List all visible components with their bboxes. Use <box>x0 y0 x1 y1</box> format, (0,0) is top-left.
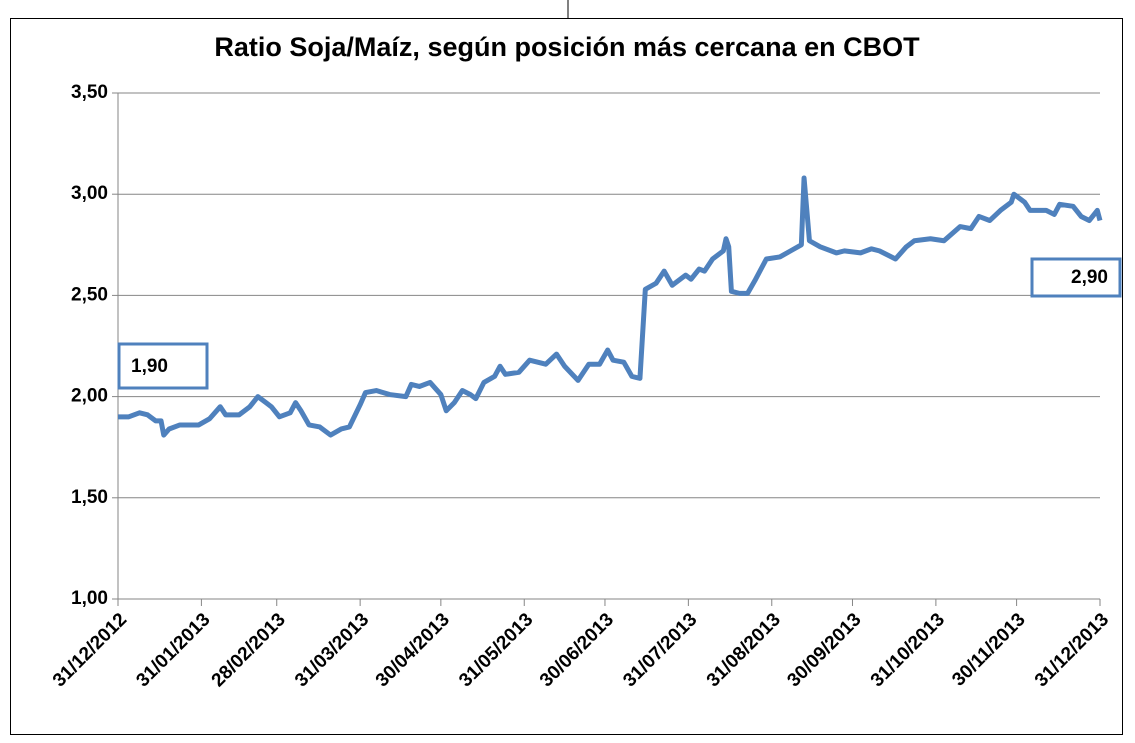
y-tick-label: 1,00 <box>71 588 108 609</box>
x-tick-label: 30/09/2013 <box>783 609 865 691</box>
x-tick-label: 31/12/2013 <box>1031 609 1113 691</box>
y-tick-label: 3,50 <box>71 82 108 103</box>
x-tick-label: 31/12/2012 <box>49 609 131 691</box>
x-tick-label: 30/11/2013 <box>948 609 1029 690</box>
y-tick-label: 2,00 <box>71 386 108 407</box>
chart-border <box>10 18 1123 735</box>
y-tick-label: 1,50 <box>71 487 108 508</box>
x-tick-label: 30/04/2013 <box>372 609 454 691</box>
x-tick-label: 28/02/2013 <box>208 609 290 691</box>
y-tick-label: 2,50 <box>71 284 108 305</box>
data-line <box>118 175 1103 438</box>
annotation: 1,90 <box>131 356 168 377</box>
x-tick-label: 31/01/2013 <box>132 609 214 691</box>
x-tick-label: 31/10/2013 <box>867 609 949 691</box>
annotation-box <box>1030 257 1122 298</box>
x-tick-label: 31/08/2013 <box>703 609 785 691</box>
plot-area: 1,00 1,50 2,00 2,50 3,00 3,50 31/12/2012 31/01/… <box>49 82 1113 691</box>
x-tick-label: 31/05/2013 <box>455 609 537 691</box>
annotation: 2,90 <box>1071 267 1108 288</box>
x-tick-label: 30/06/2013 <box>536 609 618 691</box>
y-tick-label: 3,00 <box>71 183 108 204</box>
chart-title: Ratio Soja/Maíz, según posición más cerc… <box>214 32 920 62</box>
annotation-box <box>117 342 209 390</box>
x-tick-label: 31/07/2013 <box>619 609 701 691</box>
x-tick-label: 31/03/2013 <box>291 609 373 691</box>
